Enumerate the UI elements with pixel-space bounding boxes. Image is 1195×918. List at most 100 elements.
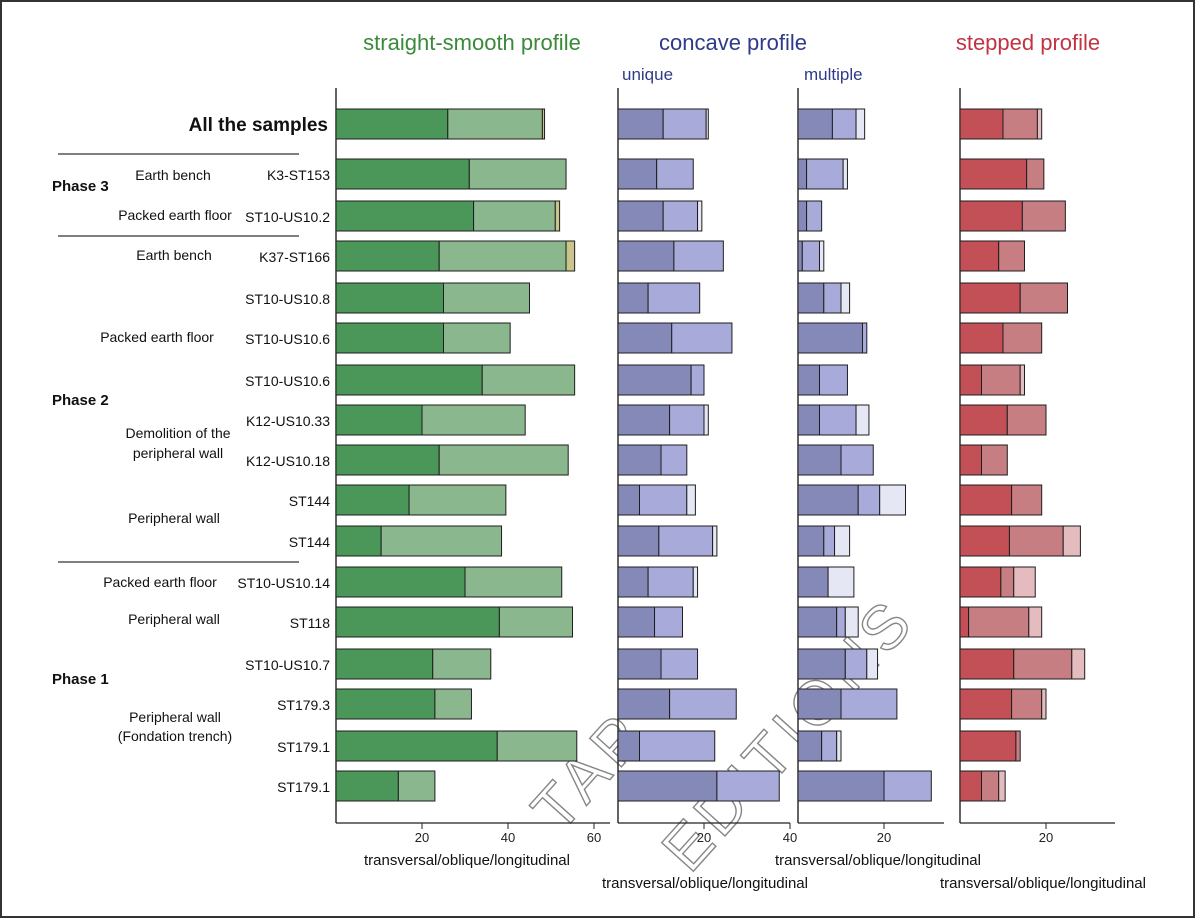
x-axis-label: transversal/oblique/longitudinal: [940, 875, 1146, 892]
bar-transversal: [959, 240, 1000, 272]
phase-label: Phase 2: [52, 392, 109, 409]
bar-transversal: [797, 484, 859, 516]
bar-oblique: [806, 158, 844, 190]
bar-longitudinal: [842, 158, 848, 190]
bar-oblique: [660, 444, 688, 476]
bar-oblique: [1015, 730, 1021, 762]
bar-transversal: [797, 444, 842, 476]
bar-oblique: [998, 240, 1026, 272]
panel-title: concave profile: [659, 30, 807, 55]
bar-transversal: [797, 566, 829, 598]
bar-transversal: [335, 648, 434, 680]
bar-transversal: [959, 282, 1021, 314]
bar-transversal: [335, 108, 449, 140]
phase-label: Phase 1: [52, 671, 109, 688]
bar-oblique: [840, 688, 898, 720]
bar-oblique: [443, 282, 530, 314]
bar-transversal: [797, 606, 838, 638]
group-label: Packed earth floor: [100, 329, 214, 345]
bar-oblique: [639, 730, 716, 762]
bar-oblique: [716, 770, 780, 802]
bar-longitudinal: [705, 108, 709, 140]
bar-transversal: [335, 404, 423, 436]
panel-2: concave profile unique 20 40 transversal/obl…: [602, 30, 808, 892]
bar-oblique: [968, 606, 1030, 638]
bar-transversal: [335, 730, 498, 762]
bar-transversal: [617, 404, 671, 436]
bar-transversal: [797, 240, 803, 272]
bar-longitudinal: [712, 525, 718, 557]
watermark: TAP EDITIONS: [518, 584, 929, 885]
bar-transversal: [959, 108, 1004, 140]
group-label: (Fondation trench): [118, 728, 232, 744]
row-label: ST10-US10.8: [245, 291, 330, 307]
bar-oblique: [669, 688, 737, 720]
bar-transversal: [335, 240, 440, 272]
chart-panels: straight-smooth profile 20 40 60 transversal…: [335, 30, 1146, 892]
bar-transversal: [797, 322, 863, 354]
row-label: ST144: [289, 493, 330, 509]
bar-longitudinal: [998, 770, 1006, 802]
bar-longitudinal: [834, 525, 851, 557]
bar-oblique: [836, 606, 846, 638]
bar-transversal: [797, 730, 823, 762]
panel-subtitle: multiple: [804, 65, 863, 84]
bar-oblique: [421, 404, 526, 436]
bar-transversal: [959, 688, 1013, 720]
bar-transversal: [335, 525, 382, 557]
bar-transversal: [617, 770, 718, 802]
bar-oblique: [690, 364, 705, 396]
bar-oblique: [840, 444, 874, 476]
bar-oblique: [473, 200, 556, 232]
row-label: ST10-US10.2: [245, 209, 330, 225]
group-label: Earth bench: [135, 167, 211, 183]
bar-transversal: [959, 606, 970, 638]
bar-transversal: [617, 240, 675, 272]
bar-oblique: [823, 282, 842, 314]
bar-transversal: [335, 770, 399, 802]
panel-1: straight-smooth profile 20 40 60 transversal…: [335, 30, 610, 869]
bar-transversal: [797, 108, 833, 140]
bar-oblique: [823, 525, 836, 557]
bar-transversal: [617, 322, 673, 354]
bar-longitudinal: [827, 566, 855, 598]
bar-oblique: [883, 770, 932, 802]
bar-oblique: [1021, 200, 1066, 232]
bar-longitudinal: [1071, 648, 1086, 680]
bar-oblique: [468, 158, 567, 190]
bar-longitudinal: [1028, 606, 1043, 638]
bar-longitudinal: [703, 404, 709, 436]
bar-oblique: [844, 648, 868, 680]
bar-oblique: [801, 240, 820, 272]
bar-transversal: [617, 730, 640, 762]
bar-oblique: [647, 282, 701, 314]
bar-transversal: [797, 200, 808, 232]
bar-oblique: [1008, 525, 1064, 557]
bar-oblique: [438, 240, 567, 272]
group-label: Peripheral wall: [128, 611, 220, 627]
group-label: Earth bench: [136, 247, 212, 263]
bar-transversal: [617, 158, 658, 190]
bar-transversal: [959, 404, 1008, 436]
bar-oblique: [821, 730, 838, 762]
bar-oblique: [647, 566, 694, 598]
bar-transversal: [617, 648, 662, 680]
bar-transversal: [617, 525, 660, 557]
x-tick-label: 20: [415, 830, 429, 845]
bar-longitudinal: [819, 240, 825, 272]
bar-longitudinal: [1062, 525, 1081, 557]
bar-oblique: [481, 364, 576, 396]
row-label: ST179.1: [277, 739, 330, 755]
bar-oblique: [1000, 566, 1015, 598]
group-label: Packed earth floor: [118, 207, 232, 223]
row-label: ST179.1: [277, 779, 330, 795]
bar-transversal: [335, 444, 440, 476]
phase-label: Phase 3: [52, 178, 109, 195]
bar-transversal: [617, 282, 649, 314]
row-label: ST10-US10.14: [237, 575, 330, 591]
group-label: peripheral wall: [133, 445, 223, 461]
bar-oblique: [1013, 648, 1073, 680]
bar-oblique: [1002, 322, 1043, 354]
bar-transversal: [335, 566, 466, 598]
